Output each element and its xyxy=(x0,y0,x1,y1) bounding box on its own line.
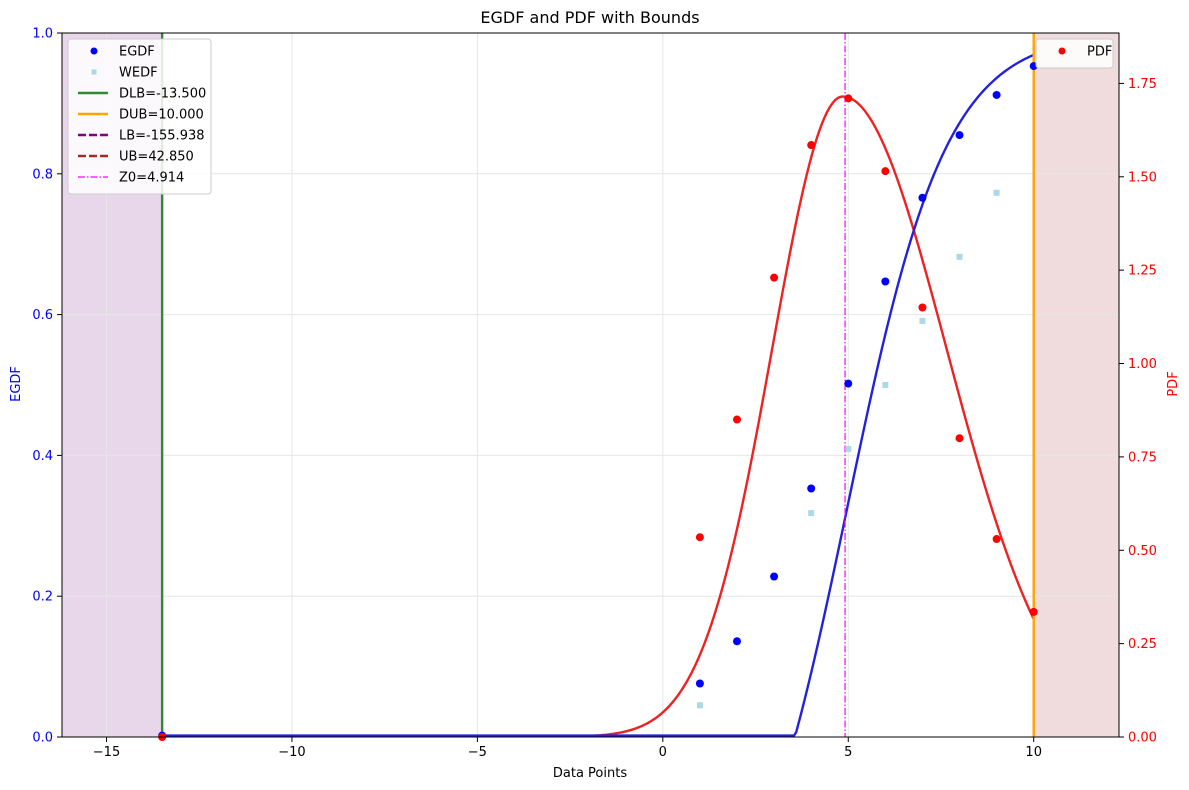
x-tick-label: −5 xyxy=(468,745,487,760)
egdf-point xyxy=(881,277,890,286)
legend-left: EGDF WEDF DLB=-13.500 DUB=10.000 LB=-155.938… xyxy=(67,38,212,195)
egdf-point xyxy=(918,193,927,202)
wedf-point xyxy=(993,189,1000,196)
y-tick-label-left: 0.2 xyxy=(32,590,53,605)
pdf-point xyxy=(844,94,853,103)
pdf-point xyxy=(955,434,964,443)
pdf-point xyxy=(992,535,1001,544)
x-tick-label: 5 xyxy=(844,745,852,760)
x-tick-label: −10 xyxy=(278,745,305,760)
y-axis-title-right: PDF xyxy=(1166,371,1181,396)
legend-right-frame xyxy=(1035,38,1114,69)
legend-egdf-symbol xyxy=(90,47,98,55)
wedf-point xyxy=(696,702,703,709)
pdf-point xyxy=(918,303,927,312)
legend-ub-label: UB=42.850 xyxy=(119,150,194,165)
legend-pdf-label: PDF xyxy=(1087,45,1112,60)
egdf-point xyxy=(807,484,816,493)
legend-lb-label: LB=-155.938 xyxy=(119,129,205,144)
y-tick-label-left: 0.8 xyxy=(32,167,53,182)
egdf-point xyxy=(695,679,704,688)
y-tick-label-left: 0.4 xyxy=(32,449,53,464)
pdf-point xyxy=(695,533,704,542)
pdf-point xyxy=(732,415,741,424)
plot-frame xyxy=(61,32,1120,738)
y-tick-label-left: 1.0 xyxy=(32,27,53,42)
y-axis-title-left: EGDF xyxy=(9,366,24,402)
y-tick-label-right: 1.75 xyxy=(1128,77,1157,92)
y-tick-label-left: 0.0 xyxy=(32,731,53,746)
legend-right: PDF xyxy=(1035,38,1114,69)
legend-z0-label: Z0=4.914 xyxy=(119,171,184,186)
plot-area: −15 −10 −5 0 5 10 0.0 0.2 0.4 0.6 0.8 1.0 0.00 0.25 0.… xyxy=(32,27,1157,761)
legend-wedf-label: WEDF xyxy=(119,66,158,81)
x-axis-title: Data Points xyxy=(553,766,627,781)
x-tick-label: 0 xyxy=(659,745,667,760)
pdf-point xyxy=(1029,607,1038,616)
y-tick-label-right: 0.75 xyxy=(1128,450,1157,465)
y-tick-label-right: 0.25 xyxy=(1128,637,1157,652)
egdf-point xyxy=(732,637,741,646)
y-tick-label-right: 1.25 xyxy=(1128,264,1157,279)
legend-dub-label: DUB=10.000 xyxy=(119,108,204,123)
y-tick-label-right: 1.00 xyxy=(1128,357,1157,372)
wedf-point xyxy=(919,317,926,324)
legend-wedf-symbol xyxy=(91,69,97,75)
egdf-point xyxy=(992,90,1001,99)
x-tick-label: −15 xyxy=(93,745,120,760)
wedf-point xyxy=(808,510,815,517)
legend-egdf-label: EGDF xyxy=(119,45,155,60)
wedf-point xyxy=(882,382,889,388)
egdf-point xyxy=(844,379,853,388)
pdf-point xyxy=(770,273,779,282)
egdf-point xyxy=(770,572,779,581)
pdf-point xyxy=(881,167,890,176)
shade-above-dub xyxy=(1033,33,1119,737)
legend-dlb-label: DLB=-13.500 xyxy=(119,87,206,102)
legend-pdf-symbol xyxy=(1058,47,1066,55)
wedf-point xyxy=(845,446,852,453)
chart-title: EGDF and PDF with Bounds xyxy=(480,8,699,27)
y-tick-label-right: 0.00 xyxy=(1128,731,1157,746)
egdf-point xyxy=(955,131,964,140)
pdf-point xyxy=(807,141,816,150)
y-tick-label-right: 1.50 xyxy=(1128,170,1157,185)
y-tick-label-right: 0.50 xyxy=(1128,544,1157,559)
y-tick-label-left: 0.6 xyxy=(32,308,53,323)
wedf-point xyxy=(956,253,963,260)
x-tick-label: 10 xyxy=(1025,745,1042,760)
egdf-curve xyxy=(162,53,1035,737)
